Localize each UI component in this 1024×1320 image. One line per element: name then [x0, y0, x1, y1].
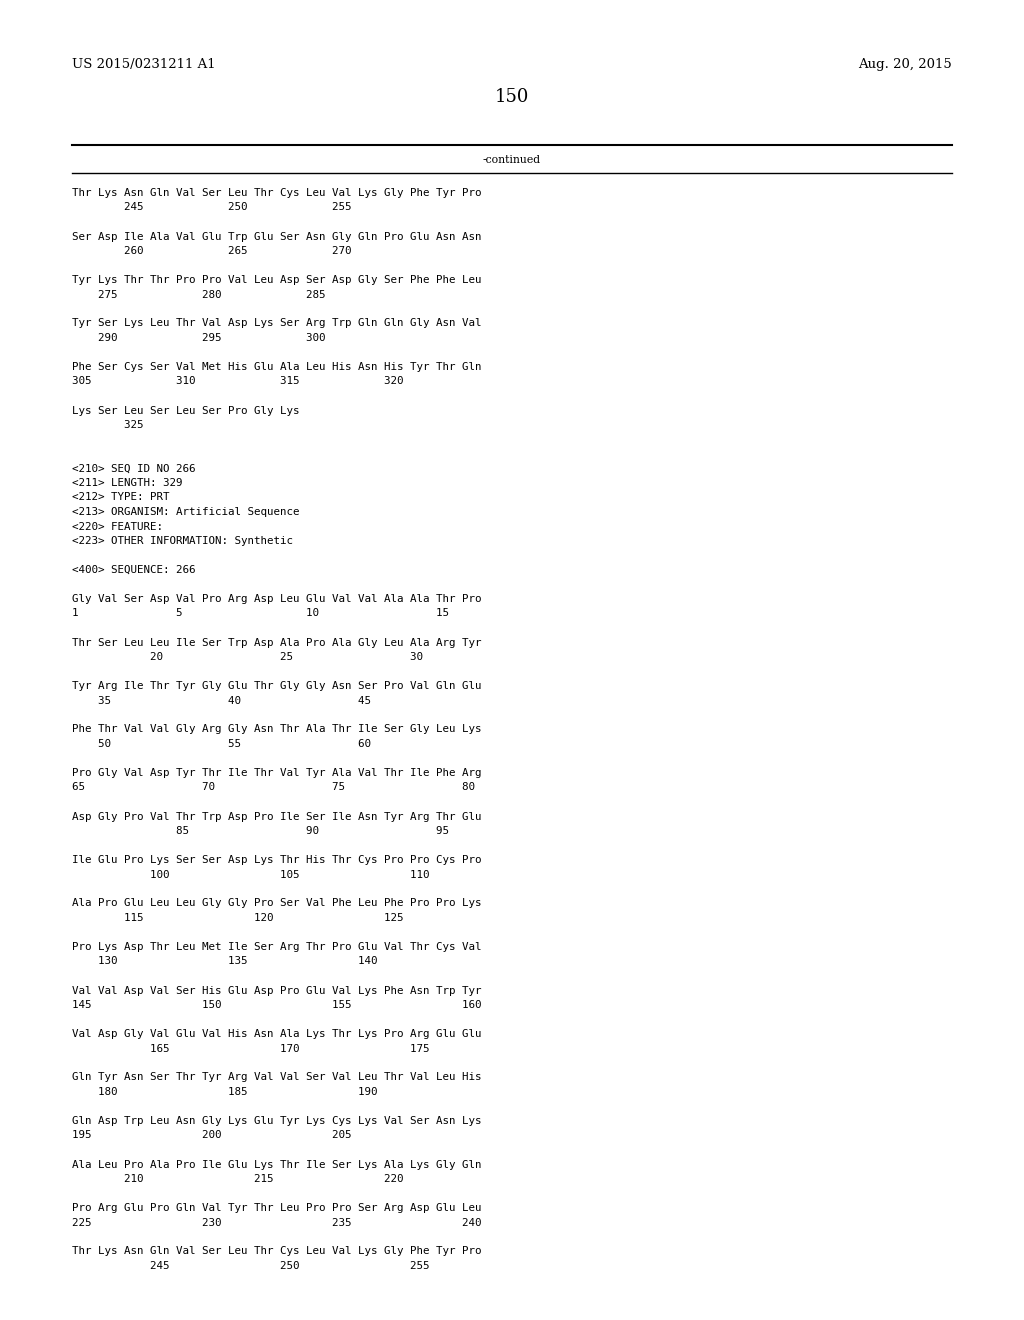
- Text: 130                 135                 140: 130 135 140: [72, 957, 378, 966]
- Text: Tyr Lys Thr Thr Pro Pro Val Leu Asp Ser Asp Gly Ser Phe Phe Leu: Tyr Lys Thr Thr Pro Pro Val Leu Asp Ser …: [72, 275, 481, 285]
- Text: 35                  40                  45: 35 40 45: [72, 696, 371, 705]
- Text: Phe Ser Cys Ser Val Met His Glu Ala Leu His Asn His Tyr Thr Gln: Phe Ser Cys Ser Val Met His Glu Ala Leu …: [72, 362, 481, 372]
- Text: Asp Gly Pro Val Thr Trp Asp Pro Ile Ser Ile Asn Tyr Arg Thr Glu: Asp Gly Pro Val Thr Trp Asp Pro Ile Ser …: [72, 812, 481, 821]
- Text: Tyr Arg Ile Thr Tyr Gly Glu Thr Gly Gly Asn Ser Pro Val Gln Glu: Tyr Arg Ile Thr Tyr Gly Glu Thr Gly Gly …: [72, 681, 481, 690]
- Text: US 2015/0231211 A1: US 2015/0231211 A1: [72, 58, 216, 71]
- Text: Ala Leu Pro Ala Pro Ile Glu Lys Thr Ile Ser Lys Ala Lys Gly Gln: Ala Leu Pro Ala Pro Ile Glu Lys Thr Ile …: [72, 1159, 481, 1170]
- Text: 325: 325: [72, 420, 143, 430]
- Text: 115                 120                 125: 115 120 125: [72, 913, 403, 923]
- Text: <220> FEATURE:: <220> FEATURE:: [72, 521, 163, 532]
- Text: 290             295             300: 290 295 300: [72, 333, 326, 343]
- Text: Thr Ser Leu Leu Ile Ser Trp Asp Ala Pro Ala Gly Leu Ala Arg Tyr: Thr Ser Leu Leu Ile Ser Trp Asp Ala Pro …: [72, 638, 481, 648]
- Text: Pro Gly Val Asp Tyr Thr Ile Thr Val Tyr Ala Val Thr Ile Phe Arg: Pro Gly Val Asp Tyr Thr Ile Thr Val Tyr …: [72, 768, 481, 777]
- Text: <223> OTHER INFORMATION: Synthetic: <223> OTHER INFORMATION: Synthetic: [72, 536, 293, 546]
- Text: -continued: -continued: [483, 154, 541, 165]
- Text: 20                  25                  30: 20 25 30: [72, 652, 423, 663]
- Text: Thr Lys Asn Gln Val Ser Leu Thr Cys Leu Val Lys Gly Phe Tyr Pro: Thr Lys Asn Gln Val Ser Leu Thr Cys Leu …: [72, 1246, 481, 1257]
- Text: Lys Ser Leu Ser Leu Ser Pro Gly Lys: Lys Ser Leu Ser Leu Ser Pro Gly Lys: [72, 405, 299, 416]
- Text: 260             265             270: 260 265 270: [72, 246, 351, 256]
- Text: <400> SEQUENCE: 266: <400> SEQUENCE: 266: [72, 565, 196, 576]
- Text: Ser Asp Ile Ala Val Glu Trp Glu Ser Asn Gly Gln Pro Glu Asn Asn: Ser Asp Ile Ala Val Glu Trp Glu Ser Asn …: [72, 231, 481, 242]
- Text: Gln Asp Trp Leu Asn Gly Lys Glu Tyr Lys Cys Lys Val Ser Asn Lys: Gln Asp Trp Leu Asn Gly Lys Glu Tyr Lys …: [72, 1115, 481, 1126]
- Text: Gly Val Ser Asp Val Pro Arg Asp Leu Glu Val Val Ala Ala Thr Pro: Gly Val Ser Asp Val Pro Arg Asp Leu Glu …: [72, 594, 481, 605]
- Text: <212> TYPE: PRT: <212> TYPE: PRT: [72, 492, 170, 503]
- Text: 225                 230                 235                 240: 225 230 235 240: [72, 1217, 481, 1228]
- Text: Val Val Asp Val Ser His Glu Asp Pro Glu Val Lys Phe Asn Trp Tyr: Val Val Asp Val Ser His Glu Asp Pro Glu …: [72, 986, 481, 995]
- Text: 210                 215                 220: 210 215 220: [72, 1173, 403, 1184]
- Text: 65                  70                  75                  80: 65 70 75 80: [72, 783, 475, 792]
- Text: Val Asp Gly Val Glu Val His Asn Ala Lys Thr Lys Pro Arg Glu Glu: Val Asp Gly Val Glu Val His Asn Ala Lys …: [72, 1030, 481, 1039]
- Text: 195                 200                 205: 195 200 205: [72, 1130, 351, 1140]
- Text: <213> ORGANISM: Artificial Sequence: <213> ORGANISM: Artificial Sequence: [72, 507, 299, 517]
- Text: 165                 170                 175: 165 170 175: [72, 1044, 429, 1053]
- Text: 150: 150: [495, 88, 529, 106]
- Text: 275             280             285: 275 280 285: [72, 289, 326, 300]
- Text: Phe Thr Val Val Gly Arg Gly Asn Thr Ala Thr Ile Ser Gly Leu Lys: Phe Thr Val Val Gly Arg Gly Asn Thr Ala …: [72, 725, 481, 734]
- Text: Thr Lys Asn Gln Val Ser Leu Thr Cys Leu Val Lys Gly Phe Tyr Pro: Thr Lys Asn Gln Val Ser Leu Thr Cys Leu …: [72, 187, 481, 198]
- Text: 1               5                   10                  15: 1 5 10 15: [72, 609, 449, 619]
- Text: Aug. 20, 2015: Aug. 20, 2015: [858, 58, 952, 71]
- Text: Gln Tyr Asn Ser Thr Tyr Arg Val Val Ser Val Leu Thr Val Leu His: Gln Tyr Asn Ser Thr Tyr Arg Val Val Ser …: [72, 1072, 481, 1082]
- Text: 305             310             315             320: 305 310 315 320: [72, 376, 403, 387]
- Text: Pro Lys Asp Thr Leu Met Ile Ser Arg Thr Pro Glu Val Thr Cys Val: Pro Lys Asp Thr Leu Met Ile Ser Arg Thr …: [72, 942, 481, 952]
- Text: Pro Arg Glu Pro Gln Val Tyr Thr Leu Pro Pro Ser Arg Asp Glu Leu: Pro Arg Glu Pro Gln Val Tyr Thr Leu Pro …: [72, 1203, 481, 1213]
- Text: 50                  55                  60: 50 55 60: [72, 739, 371, 748]
- Text: 100                 105                 110: 100 105 110: [72, 870, 429, 879]
- Text: Ile Glu Pro Lys Ser Ser Asp Lys Thr His Thr Cys Pro Pro Cys Pro: Ile Glu Pro Lys Ser Ser Asp Lys Thr His …: [72, 855, 481, 865]
- Text: 245             250             255: 245 250 255: [72, 202, 351, 213]
- Text: 180                 185                 190: 180 185 190: [72, 1086, 378, 1097]
- Text: <210> SEQ ID NO 266: <210> SEQ ID NO 266: [72, 463, 196, 474]
- Text: Tyr Ser Lys Leu Thr Val Asp Lys Ser Arg Trp Gln Gln Gly Asn Val: Tyr Ser Lys Leu Thr Val Asp Lys Ser Arg …: [72, 318, 481, 329]
- Text: 145                 150                 155                 160: 145 150 155 160: [72, 1001, 481, 1010]
- Text: 85                  90                  95: 85 90 95: [72, 826, 449, 836]
- Text: <211> LENGTH: 329: <211> LENGTH: 329: [72, 478, 182, 488]
- Text: Ala Pro Glu Leu Leu Gly Gly Pro Ser Val Phe Leu Phe Pro Pro Lys: Ala Pro Glu Leu Leu Gly Gly Pro Ser Val …: [72, 899, 481, 908]
- Text: 245                 250                 255: 245 250 255: [72, 1261, 429, 1271]
